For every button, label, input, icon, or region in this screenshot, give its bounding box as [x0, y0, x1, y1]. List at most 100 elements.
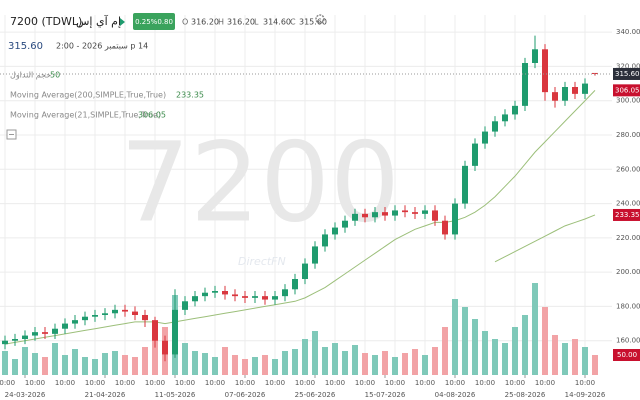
- volume-bar: [442, 327, 448, 375]
- candle-body: [592, 72, 598, 74]
- candle-body: [542, 49, 548, 93]
- volume-bar: [512, 327, 518, 375]
- ohlc-key: C: [290, 18, 296, 27]
- volume-bar: [382, 351, 388, 375]
- volume-bar: [202, 353, 208, 375]
- volume-bar: [482, 331, 488, 375]
- volume-bar: [82, 357, 88, 375]
- candle-body: [142, 315, 148, 321]
- volume-bar: [72, 349, 78, 375]
- volume-bar: [362, 353, 368, 375]
- volume-bar: [212, 357, 218, 375]
- y-tick-label: 320.00: [616, 62, 640, 70]
- volume-bar: [352, 345, 358, 375]
- candle-body: [582, 83, 588, 94]
- candle-body: [132, 311, 138, 315]
- watermark: 7200: [120, 118, 400, 246]
- symbol: 7200 (TDWL): [10, 15, 82, 28]
- candle-body: [352, 213, 358, 221]
- ohlc-value: 316.20: [227, 18, 255, 27]
- volume-bar: [12, 359, 18, 375]
- x-tick-label: 10:00: [325, 379, 345, 387]
- x-tick-label: 10:00: [505, 379, 525, 387]
- x-tick-label: 10:00: [0, 379, 15, 387]
- volume-bar: [542, 307, 548, 375]
- candle-body: [62, 323, 68, 329]
- candle-body: [72, 320, 78, 324]
- volume-bar: [552, 335, 558, 375]
- candle-body: [232, 294, 238, 297]
- y-tick-label: 200.00: [616, 268, 640, 276]
- candle-body: [402, 210, 408, 213]
- legend-value: 50: [50, 71, 60, 80]
- price-tag: [613, 67, 640, 80]
- ma200-line: [494, 214, 596, 263]
- plot: [0, 35, 612, 375]
- candle-body: [112, 309, 118, 314]
- volume-bar: [292, 349, 298, 375]
- date-label: 24-03-2026: [5, 391, 46, 399]
- volume-bar: [312, 331, 318, 375]
- axis: 160.00 180.00 200.00 220.00 240.00 260.00 280.…: [0, 28, 640, 399]
- volume-bar: [422, 355, 428, 375]
- volume-bar: [372, 355, 378, 375]
- ohlc-key: H: [218, 18, 224, 27]
- x-tick-label: 10:00: [115, 379, 135, 387]
- volume-bar: [122, 355, 128, 375]
- y-tick-label: 160.00: [616, 337, 640, 345]
- volume-bar: [592, 355, 598, 375]
- volume-bar: [42, 357, 48, 375]
- candle-body: [282, 289, 288, 297]
- volume-bar: [182, 343, 188, 375]
- date-label: 25-06-2026: [295, 391, 336, 399]
- candle-body: [152, 320, 158, 341]
- volume-bar: [102, 353, 108, 375]
- volume-bar: [92, 359, 98, 375]
- candle-body: [252, 296, 258, 298]
- candle-body: [92, 315, 98, 317]
- volume-bar: [522, 315, 528, 375]
- volume-bar: [272, 359, 278, 375]
- settings-icon[interactable]: [315, 14, 325, 24]
- candle-body: [482, 131, 488, 144]
- legend-value: 233.35: [176, 91, 204, 100]
- ma21-line: [4, 89, 596, 345]
- price-tag-label: 315.60: [615, 70, 640, 78]
- candle-body: [222, 291, 228, 295]
- x-tick-label: 10:00: [175, 379, 195, 387]
- volume-bar: [472, 319, 478, 375]
- x-tick-label: 10:00: [385, 379, 405, 387]
- candle-body: [82, 316, 88, 321]
- candle-body: [52, 328, 58, 334]
- volume-bar: [22, 347, 28, 375]
- candle-body: [522, 63, 528, 106]
- volume-bar: [302, 339, 308, 375]
- volume-bar: [582, 347, 588, 375]
- volume-bar: [492, 339, 498, 375]
- x-tick-label: 10:00: [265, 379, 285, 387]
- candle-body: [532, 49, 538, 63]
- y-tick-label: 220.00: [616, 234, 640, 242]
- candle-body: [392, 210, 398, 216]
- volume-bar: [452, 299, 458, 375]
- date-label: 11-05-2026: [155, 391, 196, 399]
- legend-label: Moving Average(21,SIMPLE,True,True): [10, 111, 161, 120]
- volume-bar: [132, 357, 138, 375]
- up-arrow: [120, 18, 125, 26]
- x-tick-label: 10:00: [295, 379, 315, 387]
- volume-bar: [332, 343, 338, 375]
- candle-body: [32, 332, 38, 336]
- volume-bar: [402, 353, 408, 375]
- candle-body: [442, 220, 448, 235]
- x-tick-label: 10:00: [415, 379, 435, 387]
- volume-bar: [152, 339, 158, 375]
- ohlc-key: L: [254, 18, 259, 27]
- volume-bar: [242, 359, 248, 375]
- brand-watermark: DirectFN: [238, 255, 286, 268]
- volume-bar: [252, 357, 258, 375]
- datetime: سبتمبر 2026 - 2:00 p 14: [56, 42, 148, 51]
- candle-body: [562, 87, 568, 101]
- x-tick-label: 10:00: [235, 379, 255, 387]
